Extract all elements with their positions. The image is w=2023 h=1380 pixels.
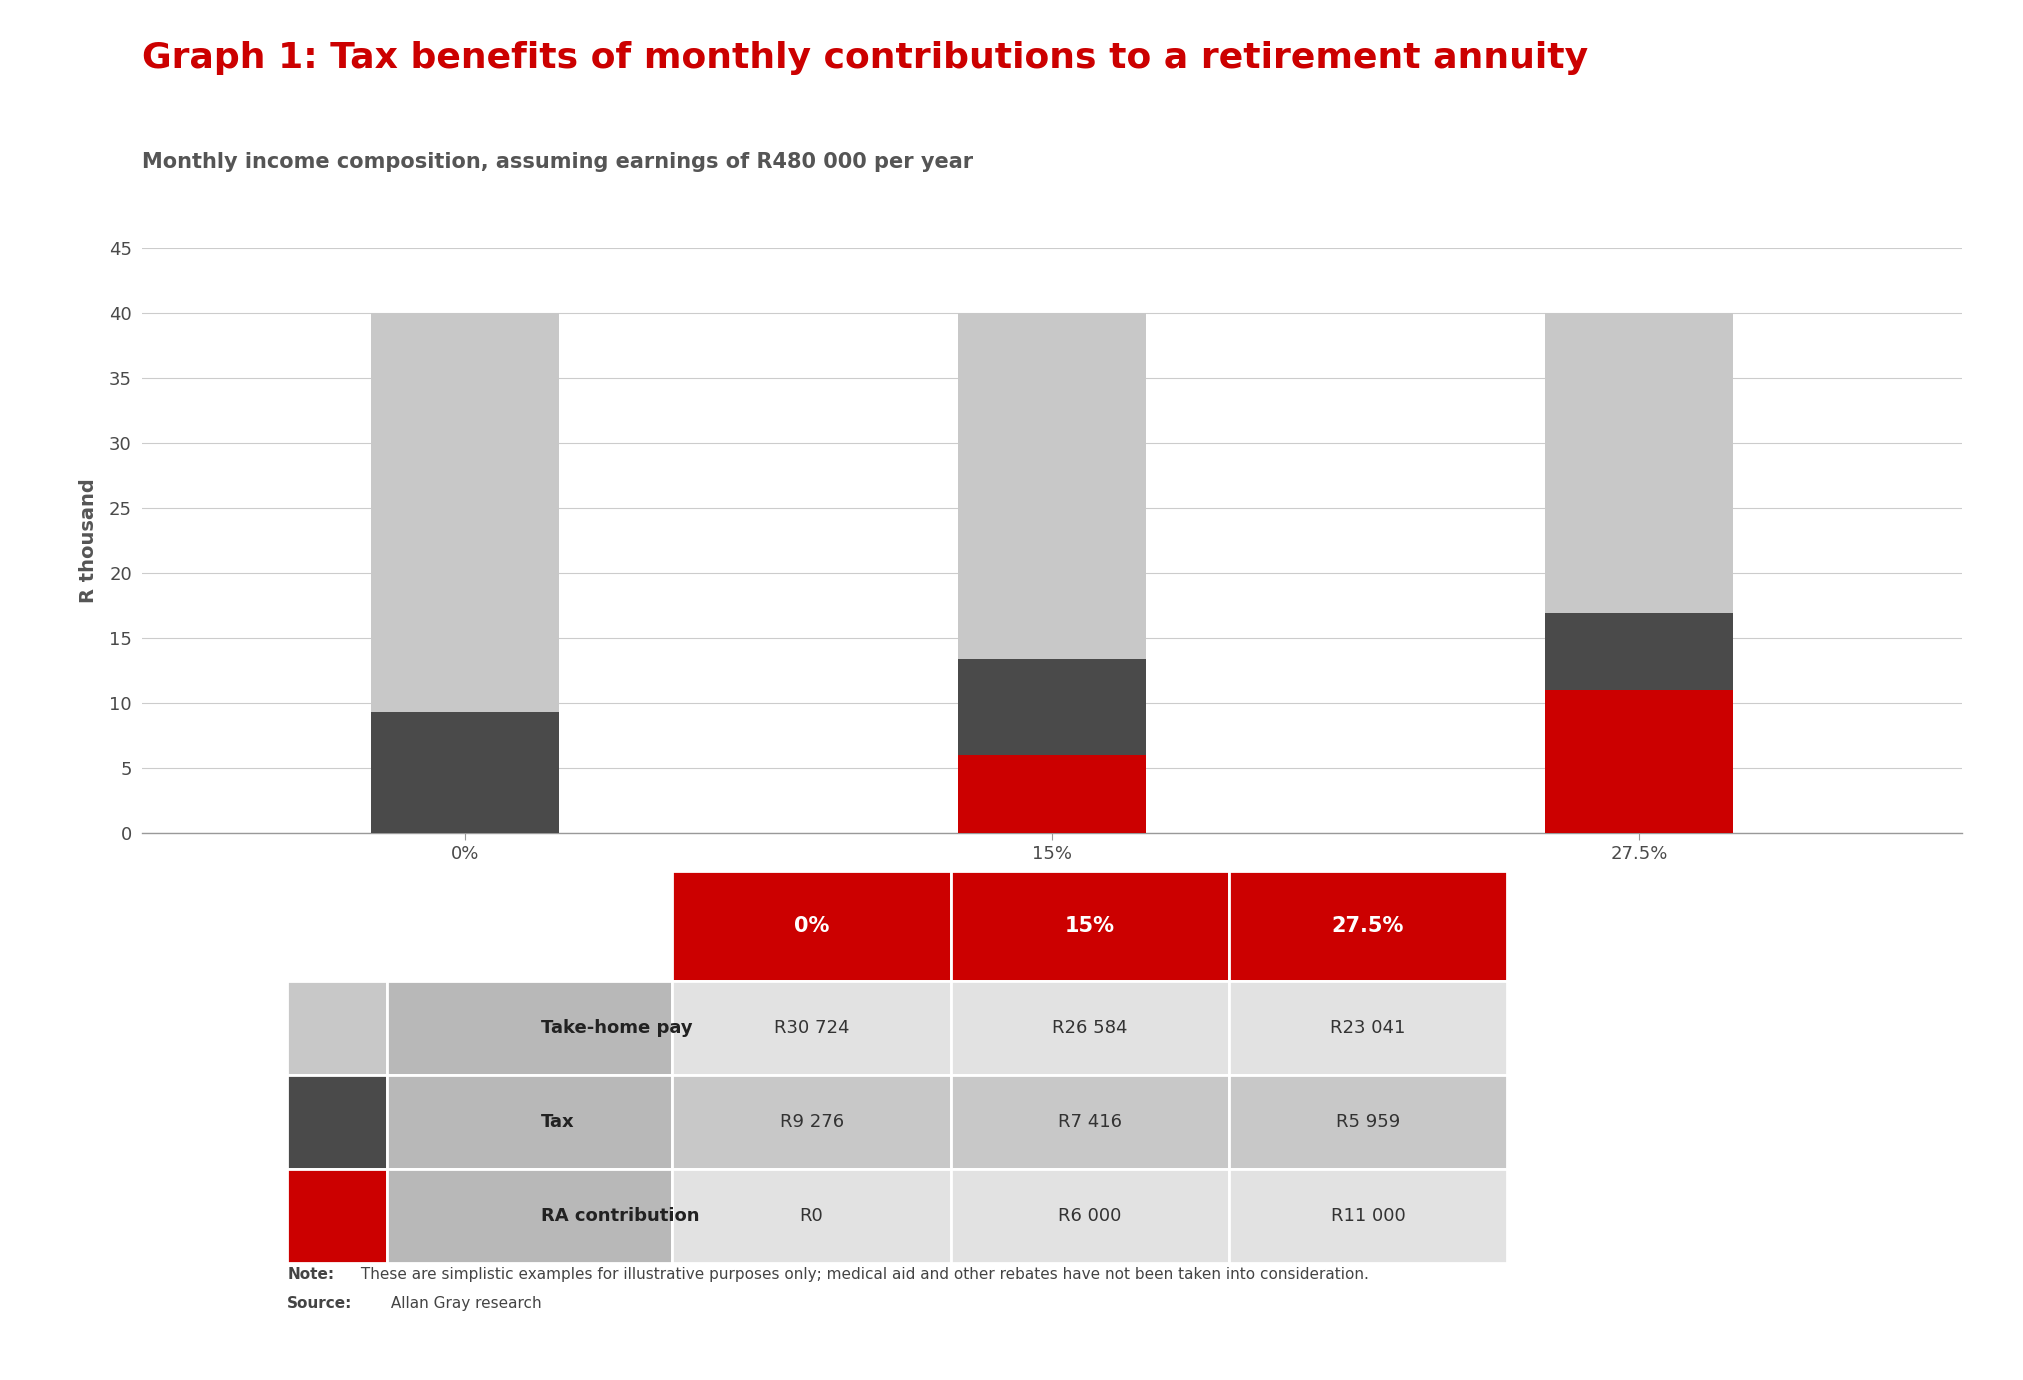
Text: 27.5%: 27.5% (1331, 916, 1404, 936)
Text: Note:: Note: (287, 1267, 334, 1282)
FancyBboxPatch shape (951, 981, 1228, 1075)
FancyBboxPatch shape (386, 981, 672, 1075)
FancyBboxPatch shape (287, 871, 386, 981)
FancyBboxPatch shape (1228, 981, 1507, 1075)
Text: R30 724: R30 724 (775, 1018, 850, 1036)
FancyBboxPatch shape (672, 1075, 951, 1169)
FancyBboxPatch shape (672, 1169, 951, 1263)
Text: R5 959: R5 959 (1335, 1114, 1400, 1132)
Text: R0: R0 (799, 1208, 823, 1225)
Text: R26 584: R26 584 (1052, 1018, 1127, 1036)
Bar (959, 313, 1145, 658)
FancyBboxPatch shape (672, 871, 951, 981)
Text: RA contribution: RA contribution (542, 1208, 700, 1225)
Text: These are simplistic examples for illustrative purposes only; medical aid and ot: These are simplistic examples for illust… (356, 1267, 1370, 1282)
Text: R23 041: R23 041 (1331, 1018, 1406, 1036)
Text: Source:: Source: (287, 1296, 352, 1311)
Text: Graph 1: Tax benefits of monthly contributions to a retirement annuity: Graph 1: Tax benefits of monthly contrib… (142, 41, 1588, 76)
Bar (370, 712, 558, 832)
Text: Take-home pay: Take-home pay (542, 1018, 692, 1036)
Y-axis label: R thousand: R thousand (79, 479, 97, 603)
FancyBboxPatch shape (287, 1075, 386, 1169)
Text: R9 276: R9 276 (779, 1114, 844, 1132)
Bar (959, 658, 1145, 755)
FancyBboxPatch shape (1228, 871, 1507, 981)
Text: Monthly income composition, assuming earnings of R480 000 per year: Monthly income composition, assuming ear… (142, 152, 973, 171)
FancyBboxPatch shape (386, 1169, 672, 1263)
FancyBboxPatch shape (386, 1075, 672, 1169)
Bar (959, 755, 1145, 832)
Text: R7 416: R7 416 (1058, 1114, 1123, 1132)
FancyBboxPatch shape (1228, 1169, 1507, 1263)
FancyBboxPatch shape (951, 871, 1228, 981)
Text: 15%: 15% (1064, 916, 1115, 936)
FancyBboxPatch shape (287, 1169, 386, 1263)
Bar (1546, 313, 1734, 613)
Bar (370, 313, 558, 712)
FancyBboxPatch shape (287, 981, 386, 1075)
FancyBboxPatch shape (951, 1169, 1228, 1263)
FancyBboxPatch shape (386, 871, 672, 981)
X-axis label: Percentage of monthly gross income contributed to RA: Percentage of monthly gross income contr… (728, 879, 1376, 900)
Text: Tax: Tax (542, 1114, 575, 1132)
Bar (1546, 690, 1734, 832)
FancyBboxPatch shape (672, 981, 951, 1075)
FancyBboxPatch shape (951, 1075, 1228, 1169)
Bar (1546, 613, 1734, 690)
Text: R6 000: R6 000 (1058, 1208, 1121, 1225)
Text: 0%: 0% (793, 916, 829, 936)
Text: Allan Gray research: Allan Gray research (386, 1296, 542, 1311)
FancyBboxPatch shape (1228, 1075, 1507, 1169)
Text: R11 000: R11 000 (1331, 1208, 1406, 1225)
